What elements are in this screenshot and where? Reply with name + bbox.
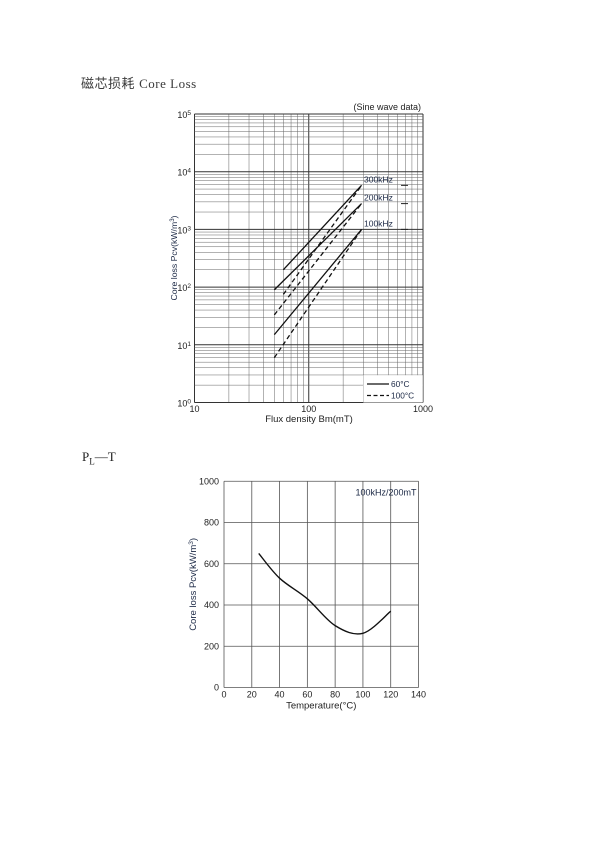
svg-text:105: 105 [177,110,191,120]
svg-text:100: 100 [301,404,316,414]
svg-text:101: 101 [177,341,191,351]
svg-text:104: 104 [177,168,191,178]
svg-text:1000: 1000 [413,404,433,414]
svg-text:300kHz: 300kHz [364,175,393,185]
svg-text:200kHz: 200kHz [364,193,393,203]
svg-text:102: 102 [177,283,191,293]
svg-text:10: 10 [189,404,199,414]
svg-text:60°C: 60°C [391,379,410,389]
svg-text:Core loss Pcv(kW/m3): Core loss Pcv(kW/m3) [169,215,179,300]
svg-text:Flux density Bm(mT): Flux density Bm(mT) [265,414,353,425]
svg-text:(Sine wave data): (Sine wave data) [353,102,421,112]
svg-text:100kHz: 100kHz [364,219,393,229]
svg-text:103: 103 [177,225,191,235]
svg-text:100°C: 100°C [391,391,414,401]
